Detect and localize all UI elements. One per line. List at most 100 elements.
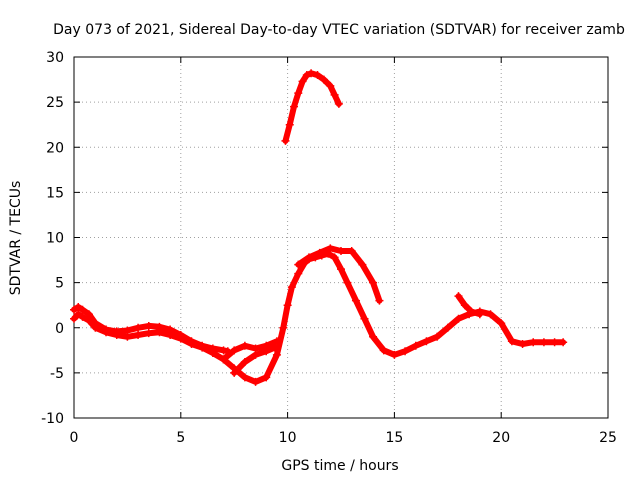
- data-point: [369, 278, 378, 287]
- data-point: [144, 329, 153, 338]
- y-tick-label: 15: [46, 185, 64, 201]
- data-point: [550, 338, 559, 347]
- data-point: [507, 337, 516, 346]
- data-point: [272, 337, 281, 346]
- series-secondary-arc-5: [454, 292, 484, 319]
- data-point: [559, 338, 568, 347]
- data-point: [433, 332, 442, 341]
- data-point: [74, 302, 83, 311]
- data-point: [262, 373, 271, 382]
- series-secondary-arc: [70, 302, 232, 356]
- data-point: [294, 260, 303, 269]
- data-point: [454, 292, 463, 301]
- data-point: [166, 325, 175, 334]
- x-tick-label: 5: [176, 430, 185, 446]
- data-point: [330, 90, 339, 99]
- data-point: [251, 350, 260, 359]
- data-point: [334, 99, 343, 108]
- data-point: [529, 338, 538, 347]
- data-point: [112, 327, 121, 336]
- data-point: [78, 312, 87, 321]
- data-point: [347, 247, 356, 256]
- data-point: [475, 310, 484, 319]
- data-point: [422, 337, 431, 346]
- data-point: [123, 326, 132, 335]
- data-point: [240, 373, 249, 382]
- data-point: [360, 314, 369, 323]
- data-point: [91, 319, 100, 328]
- series-secondary-arc-4: [294, 244, 384, 305]
- data-point: [230, 368, 239, 377]
- data-point: [102, 325, 111, 334]
- x-tick-label: 0: [70, 430, 79, 446]
- data-point: [369, 332, 378, 341]
- data-point: [313, 71, 322, 80]
- data-point: [262, 347, 271, 356]
- data-point: [294, 89, 303, 98]
- data-point: [337, 247, 345, 256]
- data-point: [134, 323, 143, 332]
- data-point: [240, 358, 249, 367]
- data-point: [219, 346, 228, 355]
- data-series: [70, 69, 568, 386]
- data-point: [270, 343, 279, 352]
- data-point: [337, 265, 345, 274]
- data-point: [230, 346, 239, 355]
- data-point: [401, 347, 410, 356]
- data-point: [208, 344, 217, 353]
- data-point: [134, 330, 143, 339]
- data-point: [240, 341, 249, 350]
- y-axis-label: SDTVAR / TECUs: [8, 181, 24, 296]
- x-tick-label: 25: [599, 430, 617, 446]
- data-point: [176, 330, 185, 339]
- x-tick-label: 20: [492, 430, 510, 446]
- grid: [74, 57, 608, 418]
- data-point: [375, 296, 384, 305]
- y-tick-label: 25: [46, 95, 64, 111]
- y-tick-label: 20: [46, 140, 64, 156]
- data-point: [411, 341, 420, 350]
- data-point: [304, 253, 313, 262]
- data-point: [315, 248, 324, 257]
- data-point: [294, 269, 303, 278]
- data-point: [283, 301, 292, 310]
- series-line: [295, 245, 383, 304]
- y-tick-label: 5: [55, 276, 64, 292]
- x-tick-label: 10: [279, 430, 297, 446]
- data-point: [443, 323, 452, 332]
- data-point: [155, 322, 164, 331]
- y-tick-label: -5: [50, 366, 64, 382]
- data-point: [307, 69, 316, 78]
- data-point: [379, 346, 388, 355]
- data-point: [343, 278, 352, 287]
- series-peak-arc: [281, 69, 343, 145]
- data-point: [390, 350, 399, 359]
- data-point: [84, 310, 93, 319]
- data-point: [78, 305, 87, 314]
- series-secondary-arc-3: [230, 343, 279, 377]
- y-tick-label: 0: [55, 321, 64, 337]
- y-tick-label: 10: [46, 231, 64, 247]
- data-point: [326, 244, 335, 253]
- data-point: [144, 321, 153, 330]
- data-point: [460, 301, 469, 310]
- data-point: [454, 314, 463, 323]
- data-point: [251, 377, 260, 386]
- data-point: [486, 310, 495, 319]
- series-line: [455, 293, 483, 318]
- data-point: [358, 260, 367, 269]
- data-point: [70, 314, 78, 323]
- series-main-arc: [70, 249, 568, 386]
- data-point: [187, 337, 196, 346]
- data-point: [290, 102, 299, 111]
- data-point: [279, 323, 288, 332]
- data-point: [281, 136, 290, 145]
- y-tick-label: -10: [41, 411, 64, 427]
- data-point: [70, 305, 78, 314]
- chart-title: Day 073 of 2021, Sidereal Day-to-day VTE…: [53, 22, 625, 38]
- y-tick-label: 30: [46, 50, 64, 66]
- series-line: [71, 250, 567, 385]
- data-point: [272, 350, 281, 359]
- axis-ticks: 0 5 10 15 20 25 -10 -5 0 5 10 15 20 25 30: [41, 50, 617, 446]
